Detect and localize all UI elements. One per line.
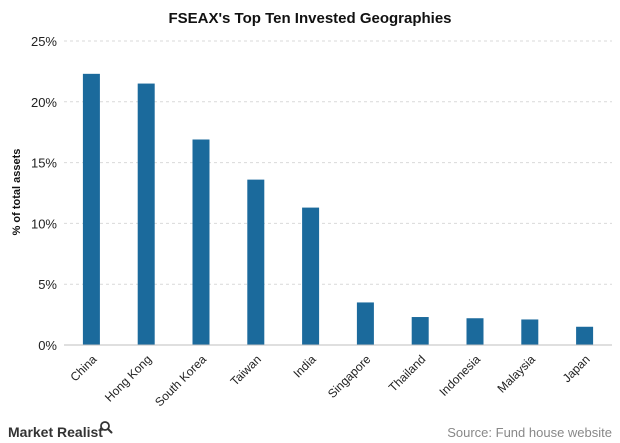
bar-south-korea (192, 139, 210, 345)
y-tick-label: 15% (31, 156, 57, 171)
x-tick-label: Thailand (386, 352, 428, 394)
bar-indonesia (466, 318, 484, 345)
x-tick-label: Taiwan (228, 352, 264, 388)
bar-hong-kong (137, 83, 155, 345)
y-tick-label: 10% (31, 216, 57, 231)
source-note: Source: Fund house website (447, 425, 612, 440)
x-tick-label: Indonesia (436, 352, 483, 399)
y-axis-label: % of total assets (11, 149, 23, 236)
bar-thailand (411, 317, 429, 345)
x-tick-label: Japan (560, 352, 593, 385)
y-tick-label: 20% (31, 95, 57, 110)
x-tick-label: India (290, 352, 319, 381)
y-tick-label: 25% (31, 34, 57, 49)
x-tick-label: Singapore (325, 352, 374, 401)
bar-taiwan (247, 179, 265, 345)
bar-china (82, 73, 100, 345)
bar-singapore (356, 302, 374, 345)
x-tick-label: South Korea (152, 352, 209, 409)
chart-title: FSEAX's Top Ten Invested Geographies (168, 10, 451, 27)
magnifier-icon (100, 421, 113, 434)
x-tick-label: China (67, 352, 99, 384)
logo-text: Market Realist (8, 424, 103, 440)
gridlines (64, 40, 612, 285)
market-realist-logo: Market Realist (8, 421, 113, 440)
x-tick-label: Hong Kong (102, 352, 154, 404)
y-tick-label: 0% (38, 338, 57, 353)
bar-japan (576, 326, 594, 345)
x-tick-label: Malaysia (495, 352, 539, 396)
bars (82, 73, 594, 345)
y-axis-ticks: 0% 5% 10% 15% 20% 25% (31, 34, 57, 353)
y-tick-label: 5% (38, 277, 57, 292)
bar-india (302, 207, 320, 345)
bar-malaysia (521, 319, 539, 345)
